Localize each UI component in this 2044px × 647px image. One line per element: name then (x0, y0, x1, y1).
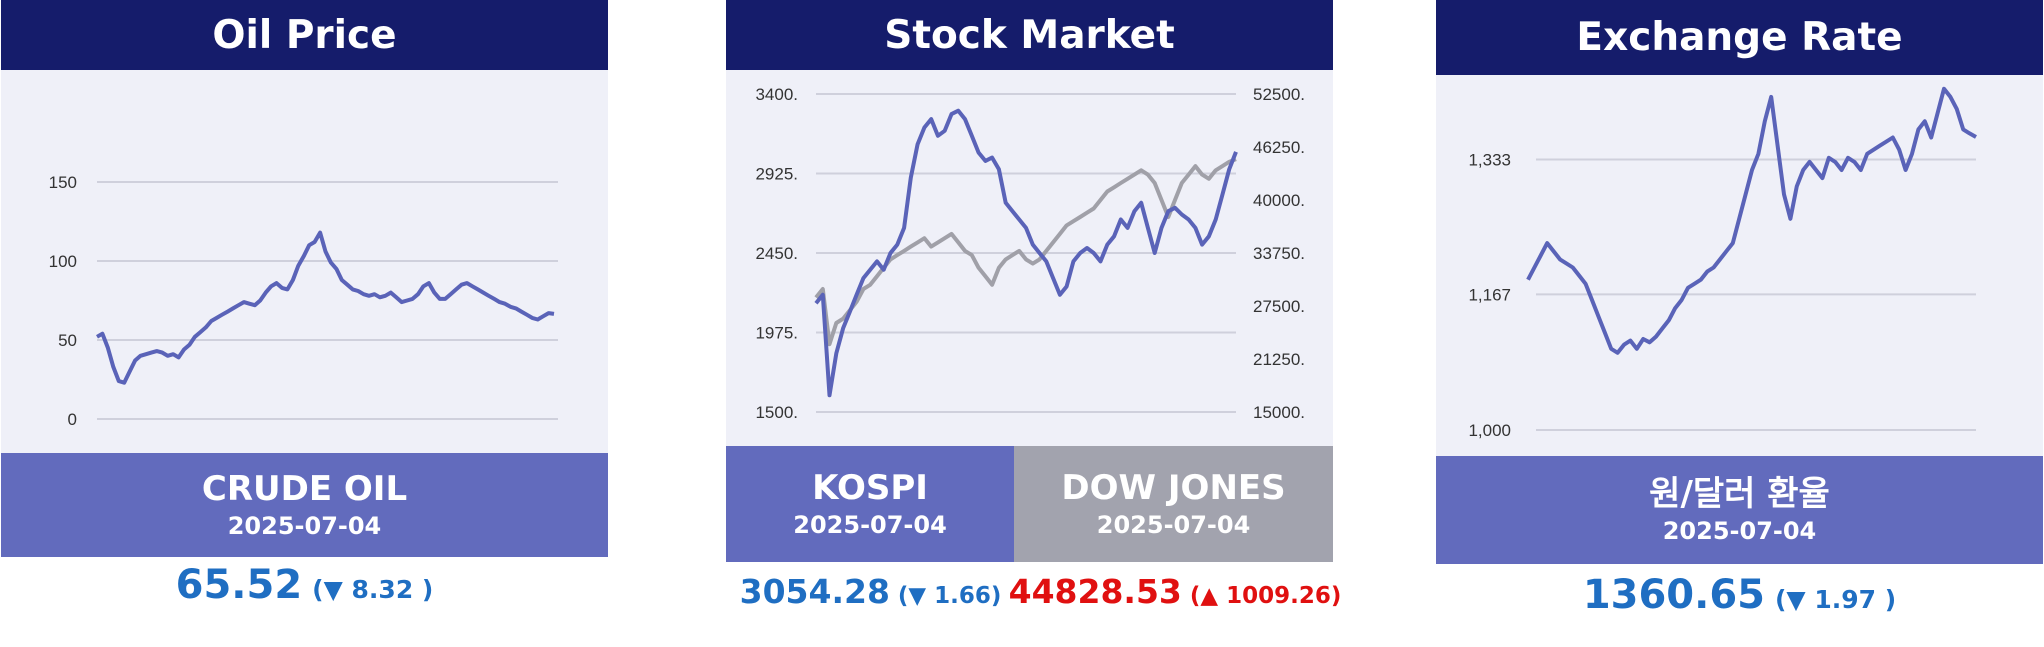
y2-tick-label: 40000. (1253, 191, 1305, 210)
y-tick-label: 1975. (755, 324, 798, 343)
crude-oil-change: (▼ 8.32 ) (312, 575, 434, 604)
y2-tick-label: 33750. (1253, 244, 1305, 263)
crude-oil-label-box: CRUDE OIL 2025-07-04 (1, 453, 608, 557)
kospi-label-box: KOSPI 2025-07-04 (726, 446, 1015, 562)
stock-market-chart: 1500. 1975. 2450. 2925. 3400. 15000. 21250. 275… (726, 70, 1333, 446)
crude-oil-value: 65.52 (▼ 8.32 ) (1, 562, 608, 608)
krw-usd-value: 1360.65 (▼ 1.97 ) (1436, 572, 2043, 618)
series-line-dow-jones (814, 157, 1237, 347)
stock-market-title: Stock Market (726, 0, 1333, 70)
krw-usd-change: (▼ 1.97 ) (1775, 585, 1897, 614)
oil-price-title: Oil Price (1, 0, 608, 70)
kospi-change: (▼ 1.66) (897, 583, 1002, 609)
crude-oil-label: CRUDE OIL (201, 469, 408, 509)
dow-jones-price: 44828.53 (1008, 572, 1182, 611)
y2-tick-label: 15000. (1253, 403, 1305, 422)
stock-market-chart-svg: 1500. 1975. 2450. 2925. 3400. 15000. 21250. 275… (755, 85, 1305, 422)
y-tick-label: 1,333 (1468, 150, 1511, 169)
y-tick-label: 3400. (755, 85, 798, 104)
dow-jones-change: (▲ 1009.26) (1189, 583, 1342, 609)
krw-usd-price: 1360.65 (1582, 572, 1765, 618)
kospi-date: 2025-07-04 (793, 511, 947, 539)
y2-tick-label: 27500. (1253, 297, 1305, 316)
dow-jones-value: 44828.53 (▲ 1009.26) (1009, 572, 1342, 611)
oil-price-panel: Oil Price 0 50 100 150 CRUDE OIL 2025-07-04 (1, 0, 608, 557)
oil-price-chart-svg: 0 50 100 150 (49, 173, 558, 429)
krw-usd-date: 2025-07-04 (1662, 517, 1817, 545)
stock-label-row: KOSPI 2025-07-04 DOW JONES 2025-07-04 (726, 446, 1333, 562)
exchange-rate-chart: 1,000 1,167 1,333 (1436, 75, 2043, 456)
series-line-- (1526, 86, 1977, 355)
y-tick-label: 100 (49, 252, 77, 271)
crude-oil-date: 2025-07-04 (227, 512, 382, 540)
kospi-price: 3054.28 (739, 572, 890, 611)
krw-usd-label: 원/달러 환율 (1649, 474, 1830, 514)
oil-price-chart: 0 50 100 150 (1, 70, 608, 453)
y2-tick-label: 46250. (1253, 138, 1305, 157)
y-tick-label: 2925. (755, 165, 798, 184)
y-tick-label: 1500. (755, 403, 798, 422)
y-tick-label: 150 (49, 173, 77, 192)
series-line-kospi (814, 108, 1238, 398)
y-tick-label: 2450. (755, 244, 798, 263)
dow-jones-date: 2025-07-04 (1096, 511, 1251, 539)
crude-oil-price: 65.52 (175, 562, 303, 608)
y-tick-label: 1,167 (1468, 285, 1511, 304)
krw-usd-label-box: 원/달러 환율 2025-07-04 (1436, 456, 2043, 564)
kospi-label: KOSPI (812, 468, 928, 508)
y2-tick-label: 21250. (1253, 350, 1305, 369)
y-tick-label: 1,000 (1468, 421, 1511, 440)
series-line-crude-oil (96, 230, 555, 385)
exchange-rate-chart-svg: 1,000 1,167 1,333 (1468, 86, 1977, 440)
exchange-rate-panel: Exchange Rate 1,000 1,167 1,333 원/달러 환율 20… (1436, 0, 2043, 564)
dow-jones-label: DOW JONES (1061, 468, 1286, 508)
dow-jones-label-box: DOW JONES 2025-07-04 (1014, 446, 1333, 562)
y2-tick-label: 52500. (1253, 85, 1305, 104)
kospi-value: 3054.28 (▼ 1.66) (726, 572, 1015, 611)
y-tick-label: 50 (58, 331, 77, 350)
stock-market-panel: Stock Market 1500. 1975. 2450. 2925. 3400. 15… (726, 0, 1333, 562)
y-tick-label: 0 (68, 410, 77, 429)
exchange-rate-title: Exchange Rate (1436, 0, 2043, 75)
